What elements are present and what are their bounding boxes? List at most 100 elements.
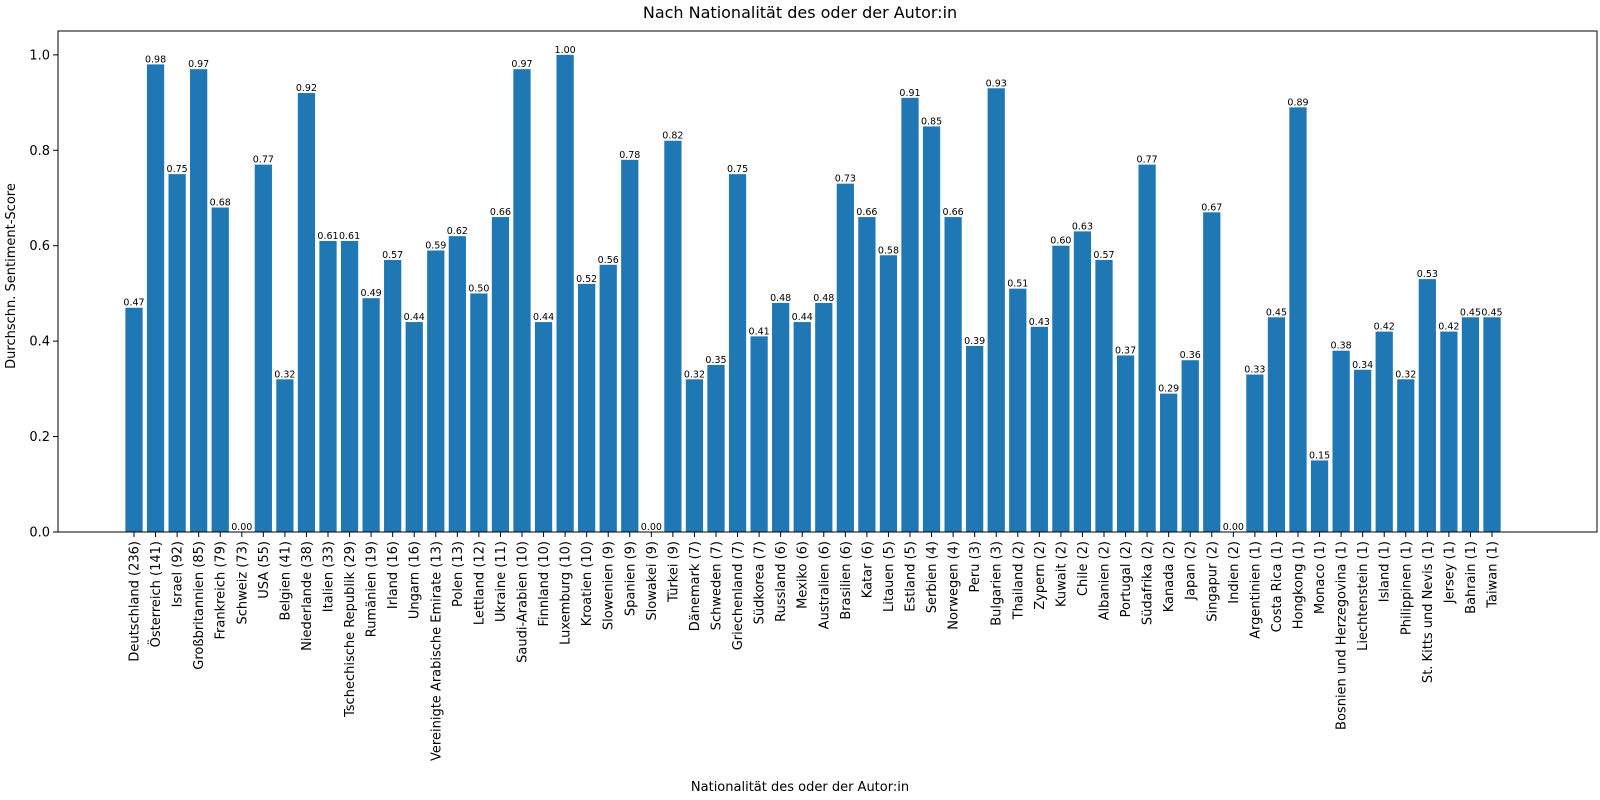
x-tick-label: Taiwan (1) bbox=[1486, 541, 1501, 609]
data-label: 0.61 bbox=[317, 231, 338, 242]
data-label: 0.32 bbox=[274, 369, 295, 380]
x-tick-label: Spanien (9) bbox=[623, 541, 638, 616]
data-label: 0.57 bbox=[382, 250, 403, 261]
bar bbox=[470, 293, 488, 532]
y-axis: 0.0 0.2 0.4 0.6 0.8 1.0 bbox=[29, 48, 58, 541]
x-tick-label: Zypern (2) bbox=[1033, 541, 1048, 610]
bar bbox=[858, 217, 876, 532]
data-label: 0.48 bbox=[770, 293, 791, 304]
bar bbox=[297, 93, 316, 532]
bar bbox=[534, 322, 553, 532]
x-tick-label: Russland (6) bbox=[774, 541, 789, 622]
bar bbox=[1052, 245, 1070, 532]
x-axis: Deutschland (236) Österreich (141) Israel … bbox=[128, 532, 1501, 761]
bar bbox=[1009, 288, 1027, 532]
x-tick-label: Slowenien (9) bbox=[602, 541, 617, 630]
x-tick-label: Singapur (2) bbox=[1205, 541, 1220, 622]
data-label: 0.62 bbox=[447, 226, 468, 237]
data-label: 0.68 bbox=[210, 198, 231, 209]
data-label: 0.00 bbox=[641, 522, 662, 533]
x-tick-label: Rumänien (19) bbox=[365, 541, 380, 637]
x-tick-label: St. Kitts und Nevis (1) bbox=[1421, 541, 1436, 683]
x-tick-label: Liechtenstein (1) bbox=[1356, 541, 1371, 651]
bar bbox=[599, 264, 617, 532]
bar bbox=[1160, 393, 1178, 532]
x-tick-label: Kanada (2) bbox=[1162, 541, 1177, 612]
data-label: 0.53 bbox=[1417, 269, 1438, 280]
x-tick-label: Estland (5) bbox=[904, 541, 919, 612]
x-tick-label: Südkorea (7) bbox=[753, 541, 768, 624]
x-tick-label: Südafrika (2) bbox=[1141, 541, 1156, 625]
bar bbox=[125, 307, 143, 532]
x-tick-label: Kroatien (10) bbox=[580, 541, 595, 626]
data-label: 0.32 bbox=[684, 369, 705, 380]
data-label: 0.49 bbox=[361, 288, 382, 299]
x-tick-label: Katar (6) bbox=[860, 541, 875, 598]
data-label: 0.57 bbox=[1093, 250, 1114, 261]
x-tick-label: Polen (13) bbox=[451, 541, 466, 607]
bar bbox=[556, 54, 574, 533]
data-label: 0.85 bbox=[921, 116, 942, 127]
bar bbox=[1310, 460, 1329, 532]
data-label: 0.75 bbox=[727, 164, 748, 175]
plot-area: 0.47 0.98 0.75 0.97 0.68 0.00 0.77 0.32 0.92 0.61… bbox=[123, 45, 1502, 533]
bar bbox=[190, 69, 208, 533]
x-tick-label: Italien (33) bbox=[322, 541, 337, 612]
bar bbox=[922, 126, 941, 533]
x-tick-label: Großbritannien (85) bbox=[192, 541, 207, 670]
x-tick-label: Chile (2) bbox=[1076, 541, 1091, 596]
x-tick-label: Tschechische Republik (29) bbox=[343, 541, 358, 718]
bar bbox=[1397, 379, 1415, 532]
x-tick-label: Bahrain (1) bbox=[1464, 541, 1479, 614]
bar bbox=[1181, 360, 1199, 532]
bar bbox=[1375, 331, 1393, 532]
x-tick-label: Serbien (4) bbox=[925, 541, 940, 613]
data-label: 0.44 bbox=[404, 312, 425, 323]
bar bbox=[707, 365, 725, 532]
data-label: 0.41 bbox=[749, 326, 770, 337]
x-tick-label: Australien (6) bbox=[817, 541, 832, 629]
data-label: 0.44 bbox=[792, 312, 813, 323]
data-label: 0.47 bbox=[123, 298, 144, 309]
bar bbox=[384, 260, 402, 532]
y-tick-label: 0.0 bbox=[29, 526, 50, 541]
bar bbox=[836, 183, 854, 532]
y-axis-label: Durchschn. Sentiment-Score bbox=[4, 183, 19, 369]
data-label: 0.92 bbox=[296, 83, 317, 94]
data-label: 0.97 bbox=[511, 59, 532, 70]
data-label: 0.52 bbox=[576, 274, 597, 285]
bar bbox=[879, 255, 898, 532]
x-tick-label: Argentinien (1) bbox=[1248, 541, 1263, 639]
data-label: 0.61 bbox=[339, 231, 360, 242]
x-tick-label: Israel (92) bbox=[171, 541, 186, 607]
bar bbox=[340, 240, 359, 532]
data-label: 0.59 bbox=[425, 240, 446, 251]
data-label: 0.38 bbox=[1331, 341, 1352, 352]
data-label: 0.75 bbox=[167, 164, 188, 175]
data-label: 0.78 bbox=[619, 150, 640, 161]
data-label: 0.50 bbox=[468, 283, 489, 294]
x-tick-label: Frankreich (79) bbox=[214, 541, 229, 639]
bar bbox=[362, 298, 380, 532]
x-tick-label: Litauen (5) bbox=[882, 541, 897, 612]
x-tick-label: Ukraine (11) bbox=[494, 541, 509, 622]
bar bbox=[1138, 164, 1156, 532]
data-label: 0.56 bbox=[598, 255, 619, 266]
bar bbox=[772, 302, 790, 532]
data-label: 0.39 bbox=[964, 336, 985, 347]
chart-title: Nach Nationalität des oder der Autor:in bbox=[643, 3, 957, 22]
x-tick-label: Thailand (2) bbox=[1011, 541, 1026, 620]
data-label: 0.89 bbox=[1287, 97, 1308, 108]
bar bbox=[1354, 369, 1372, 532]
bar bbox=[1483, 317, 1501, 532]
bar bbox=[1030, 326, 1048, 532]
plot-frame bbox=[57, 30, 1598, 533]
bar bbox=[750, 336, 768, 532]
bar bbox=[1203, 212, 1221, 532]
x-tick-label: Luxemburg (10) bbox=[559, 541, 574, 645]
bar bbox=[901, 97, 919, 533]
bar bbox=[427, 250, 445, 533]
bar bbox=[276, 379, 294, 532]
x-tick-label: Costa Rica (1) bbox=[1270, 541, 1285, 632]
